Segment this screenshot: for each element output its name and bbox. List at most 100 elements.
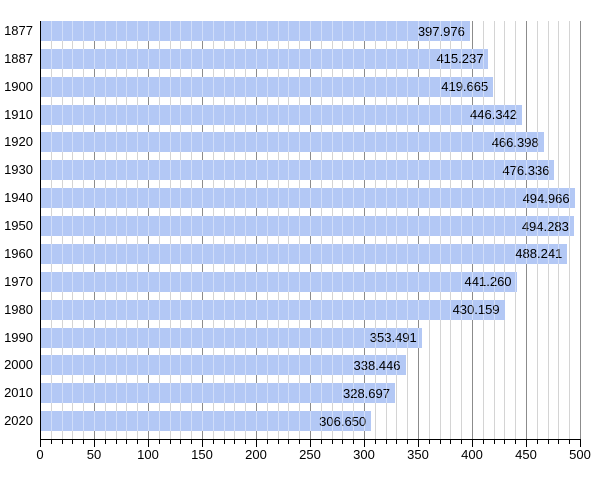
bar-gridline-overlay — [385, 216, 387, 237]
bar-gridline-overlay — [288, 21, 290, 41]
bar-gridline-overlay — [472, 132, 473, 153]
bar-gridline-overlay — [450, 243, 452, 264]
bar-value-label: 397.976 — [417, 23, 465, 39]
bar-gridline-overlay — [266, 383, 268, 404]
bar-gridline-overlay — [137, 216, 139, 237]
bar-gridline-overlay — [50, 243, 52, 264]
bar-gridline-overlay — [374, 383, 376, 404]
bar-gridline-overlay — [266, 243, 268, 264]
bar-gridline-overlay — [428, 104, 430, 125]
bar-gridline-overlay — [299, 76, 301, 97]
bar-gridline-overlay — [94, 132, 95, 153]
bar-gridline-overlay — [396, 188, 398, 209]
bar-gridline-overlay — [256, 383, 257, 404]
bar-gridline-overlay — [223, 21, 225, 41]
x-tick-minor — [385, 440, 387, 444]
bar-gridline-overlay — [385, 271, 387, 292]
bar-gridline-overlay — [148, 327, 149, 348]
bar-gridline-overlay — [256, 299, 257, 320]
bar-gridline-overlay — [61, 188, 63, 209]
bar-gridline-overlay — [526, 132, 527, 153]
bar-gridline-overlay — [461, 160, 463, 181]
bar-gridline-overlay — [547, 216, 549, 237]
bar-gridline-overlay — [331, 104, 333, 125]
bar-gridline-overlay — [353, 299, 355, 320]
x-tick-minor — [223, 440, 225, 444]
bar-gridline-overlay — [180, 271, 182, 292]
bar-gridline-overlay — [482, 216, 484, 237]
bar-gridline-overlay — [374, 188, 376, 209]
bar-value-label: 494.283 — [521, 218, 569, 234]
bar-gridline-overlay — [504, 104, 506, 125]
bar-gridline-overlay — [547, 243, 549, 264]
bar-gridline-overlay — [310, 188, 311, 209]
bar-gridline-overlay — [104, 160, 106, 181]
bar-gridline-overlay — [364, 327, 365, 348]
bar-gridline-overlay — [158, 216, 160, 237]
bar-gridline-overlay — [61, 76, 63, 97]
bar-gridline-overlay — [515, 271, 517, 292]
bar-gridline-overlay — [61, 411, 63, 432]
bar-gridline-overlay — [364, 216, 365, 237]
bar-gridline-overlay — [212, 216, 214, 237]
bar-gridline-overlay — [245, 299, 247, 320]
bar-gridline-overlay — [115, 160, 117, 181]
x-tick-minor — [158, 440, 160, 444]
bar-gridline-overlay — [515, 132, 517, 153]
bar-gridline-overlay — [234, 21, 236, 41]
bar-gridline-overlay — [94, 48, 95, 69]
bar-gridline-overlay — [212, 411, 214, 432]
bar: 441.260 — [41, 271, 517, 292]
bar: 488.241 — [41, 243, 568, 264]
bar-value-label: 328.697 — [342, 385, 390, 401]
bar-gridline-overlay — [234, 355, 236, 376]
bar-gridline-overlay — [180, 104, 182, 125]
bar-gridline-overlay — [331, 160, 333, 181]
bar-gridline-overlay — [115, 411, 117, 432]
bar-gridline-overlay — [158, 355, 160, 376]
bar: 466.398 — [41, 132, 544, 153]
bar-gridline-overlay — [310, 216, 311, 237]
x-tick-minor — [299, 440, 301, 444]
bar: 446.342 — [41, 104, 523, 125]
bar-gridline-overlay — [202, 243, 203, 264]
bar-gridline-overlay — [180, 160, 182, 181]
bar-gridline-overlay — [515, 160, 517, 181]
x-tick-minor — [212, 440, 214, 444]
bar-gridline-overlay — [148, 299, 149, 320]
bar-gridline-overlay — [137, 243, 139, 264]
x-tick-major — [310, 440, 311, 447]
bar-gridline-overlay — [72, 327, 74, 348]
x-tick-minor — [331, 440, 333, 444]
bar-gridline-overlay — [364, 48, 365, 69]
bar-gridline-overlay — [493, 160, 495, 181]
bar-gridline-overlay — [50, 132, 52, 153]
bar-gridline-overlay — [158, 48, 160, 69]
bar-gridline-overlay — [418, 271, 419, 292]
bar-gridline-overlay — [83, 355, 85, 376]
bar-gridline-overlay — [94, 411, 95, 432]
bar-gridline-overlay — [94, 383, 95, 404]
bar-gridline-overlay — [353, 188, 355, 209]
bar-gridline-overlay — [126, 104, 128, 125]
y-axis-label: 1980 — [4, 301, 33, 317]
bar-gridline-overlay — [158, 243, 160, 264]
bar-gridline-overlay — [439, 188, 441, 209]
bar-gridline-overlay — [353, 383, 355, 404]
y-axis-label: 1930 — [4, 162, 33, 178]
x-tick-minor — [536, 440, 538, 444]
bar-gridline-overlay — [202, 271, 203, 292]
bar-gridline-overlay — [158, 188, 160, 209]
bar-gridline-overlay — [169, 216, 171, 237]
bar-gridline-overlay — [385, 355, 387, 376]
bar-gridline-overlay — [169, 411, 171, 432]
bar-gridline-overlay — [256, 21, 257, 41]
bar-gridline-overlay — [439, 104, 441, 125]
bar-gridline-overlay — [320, 48, 322, 69]
x-axis-line — [40, 439, 581, 440]
bar-gridline-overlay — [223, 216, 225, 237]
bar-gridline-overlay — [61, 48, 63, 69]
bar-gridline-overlay — [310, 411, 311, 432]
bar-gridline-overlay — [342, 299, 344, 320]
bar-gridline-overlay — [450, 188, 452, 209]
